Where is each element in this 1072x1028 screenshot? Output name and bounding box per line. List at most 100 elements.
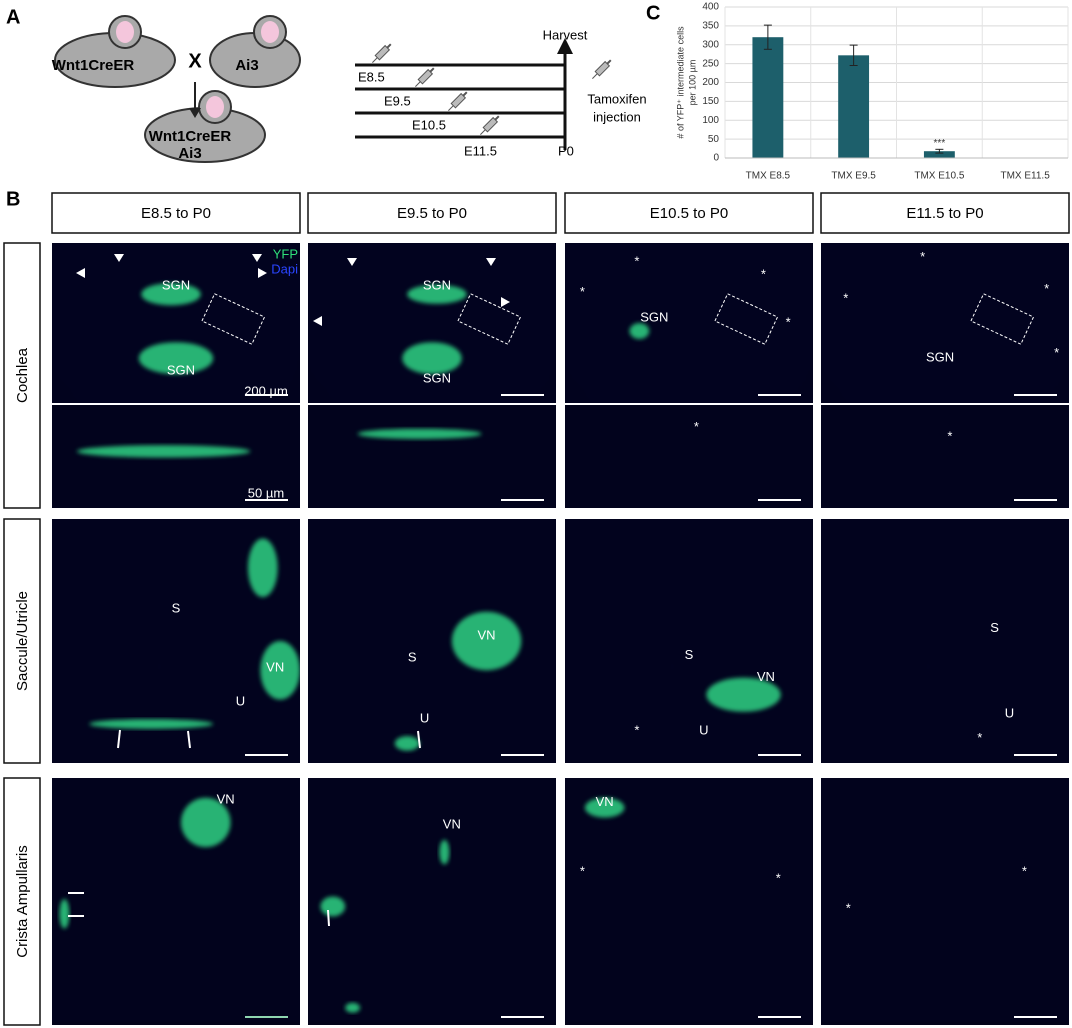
column-header: E11.5 to P0 (906, 205, 983, 222)
tissue-edge (577, 265, 800, 295)
yfp-signal (357, 428, 482, 439)
yfp-signal (59, 899, 70, 929)
bar (752, 37, 784, 159)
tissue-edge (126, 493, 250, 508)
tissue (308, 239, 556, 395)
tissue-edge (639, 493, 763, 508)
tissue-edge (308, 239, 556, 267)
micrograph: VN S U (308, 519, 556, 763)
image-label: S (685, 647, 694, 662)
image-label: VN (596, 794, 614, 809)
tissue-edge (308, 524, 420, 727)
micrograph-bg (821, 519, 1069, 763)
tissue-edge (565, 455, 813, 467)
image-label: VN (443, 816, 461, 831)
image-label: VN (217, 792, 235, 807)
syringe-needle (415, 81, 421, 87)
arrowhead (501, 297, 510, 307)
tissue-edge (565, 427, 813, 441)
micrograph: * (821, 405, 1069, 508)
image-label: SGN (423, 370, 451, 385)
syringe (480, 115, 500, 135)
arrowhead (114, 254, 124, 262)
scale-bar-label: 200 µm (244, 383, 288, 398)
mouse-label: Wnt1CreER (52, 57, 135, 74)
tissue-edge (308, 875, 556, 910)
arrowhead (486, 258, 496, 266)
syringe-icons (372, 43, 612, 135)
tissue-edge (858, 277, 1032, 291)
inset-box (970, 293, 1035, 345)
image-label: S (172, 601, 181, 616)
tissue-edge (73, 543, 101, 689)
tissue-edge (52, 379, 300, 395)
inset-box (714, 293, 779, 345)
image-label: * (776, 871, 781, 886)
image-label: U (420, 711, 429, 726)
tissue-edge (895, 681, 1056, 733)
image-label: * (1044, 281, 1049, 296)
bar (923, 151, 955, 158)
yfp-signal (394, 736, 420, 751)
image-label: * (634, 723, 639, 738)
tissue-edge (313, 305, 551, 339)
syringe-needle (372, 57, 378, 63)
tissue-edge (933, 524, 1021, 653)
tissue-edge (565, 379, 813, 395)
arrowhead (252, 254, 262, 262)
image-grid: E8.5 to P0 E9.5 to P0 E10.5 to P0 E11.5 to … (3, 192, 1070, 1026)
tissue-edge (821, 379, 1069, 395)
stage-label: E11.5 (464, 143, 497, 158)
tissue (821, 524, 1069, 754)
y-tick-label: 100 (702, 115, 719, 126)
image-label: * (694, 419, 699, 434)
syringe-plunger (494, 115, 500, 121)
image-label: * (920, 249, 925, 264)
mouse-label: Ai3 (178, 145, 201, 162)
y-tick-label: 50 (708, 134, 720, 145)
yfp-signal (247, 538, 278, 598)
yfp-signal (180, 797, 231, 848)
arrow (187, 730, 191, 749)
tissue-edge (308, 455, 556, 467)
tissue-edge (821, 726, 1069, 754)
y-tick-label: 200 (702, 77, 719, 88)
tissue-edge (821, 524, 933, 727)
bar (838, 55, 870, 158)
yfp-signal (584, 797, 625, 818)
yfp-signal (407, 284, 467, 304)
tissue-edge (677, 524, 765, 653)
arrow (117, 729, 121, 749)
micrograph: ** (821, 778, 1069, 1025)
yfp-signal (138, 342, 214, 375)
tissue-edge (821, 239, 1069, 267)
row-label-box (3, 518, 41, 764)
x-tick-label: TMX E8.5 (746, 171, 791, 182)
tissue-edge (565, 524, 677, 727)
syringe (592, 59, 612, 79)
image-label: SGN (423, 278, 451, 293)
significance-label: *** (934, 138, 946, 149)
tissue-edge (308, 427, 556, 441)
tissue-edge (821, 455, 1069, 467)
tissue-edge (570, 902, 813, 985)
image-label: U (236, 693, 245, 708)
tissue (52, 239, 300, 395)
image-label: * (1022, 863, 1027, 878)
tissue (821, 801, 1069, 985)
tissue-edge (64, 265, 287, 295)
arrow-head (189, 108, 201, 118)
arrowhead (313, 316, 322, 326)
channel-label: Dapi (271, 261, 298, 276)
tissue (821, 239, 1069, 395)
syringe (372, 43, 392, 63)
tissue (308, 801, 556, 985)
y-tick-label: 250 (702, 58, 719, 69)
y-axis-label: # of YFP⁺ intermediate cells (675, 26, 685, 139)
column-header: E8.5 to P0 (141, 205, 211, 222)
tissue-edge (639, 681, 800, 733)
syringe-plunger (462, 91, 468, 97)
mouse-label: Wnt1CreER (149, 128, 232, 145)
image-label: VN (757, 669, 775, 684)
error-bar (935, 148, 944, 154)
